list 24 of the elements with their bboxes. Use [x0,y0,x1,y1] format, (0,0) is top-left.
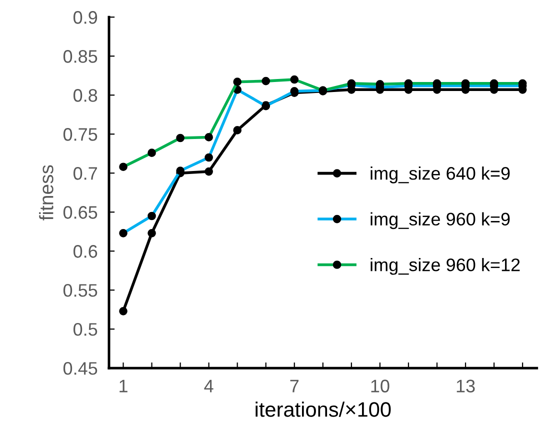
legend-label: img_size 960 k=12 [370,258,520,275]
x-tick-label: 4 [204,380,214,392]
y-tick-label: 0.5 [73,323,98,336]
legend-label: img_size 960 k=9 [370,212,510,230]
y-tick-label: 0.45 [63,362,98,375]
x-tick-label: 13 [456,380,475,392]
point [204,167,213,176]
y-tick-label: 0.65 [63,206,98,219]
y-tick-label: 0.55 [63,284,98,297]
y-tick-label: 0.8 [73,89,98,102]
x-tick-label: 7 [290,380,299,392]
y-axis-title: fitness [39,165,54,220]
y-tick-label: 0.85 [63,50,98,63]
legend-label: img_size 640 k=9 [370,166,510,184]
y-tick-label: 0.9 [73,11,98,24]
point [233,126,242,134]
x-tick-label: 1 [120,380,128,392]
point [119,306,128,316]
x-tick-label: 10 [371,380,390,392]
point [148,228,156,238]
y-tick-label: 0.6 [73,245,98,258]
y-tick-label: 0.75 [63,128,98,141]
y-tick-label: 0.7 [73,167,97,180]
x-axis-title: iterations/×100 [256,402,391,417]
